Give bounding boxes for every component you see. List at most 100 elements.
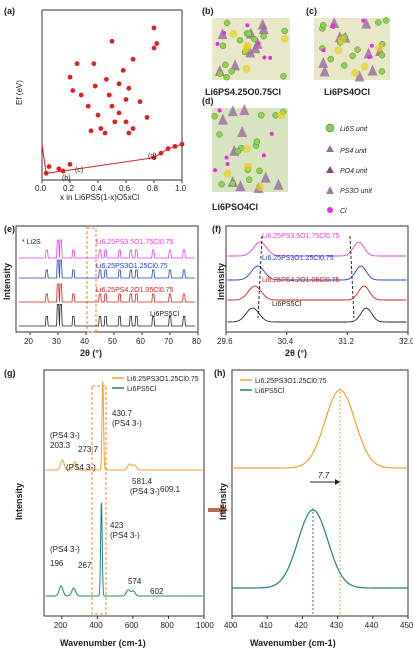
h-series-line — [232, 389, 409, 469]
g-peak-label-bottom: 602 — [150, 587, 164, 596]
legend-li6s: Li6S unit — [340, 126, 368, 133]
g-ps4-label: (PS4 3-) — [112, 419, 142, 428]
a-data-point — [95, 112, 101, 118]
s-atom — [280, 34, 289, 43]
s-atom — [351, 69, 360, 78]
e-series-label: Li6.25PS4.2O1.05Cl0.75 — [96, 287, 174, 294]
h-tick-label: 400 — [224, 621, 238, 630]
cl-atom — [222, 30, 227, 35]
h-ylabel: Intensity — [218, 483, 228, 520]
li-atom — [223, 19, 231, 27]
g-peak-label-top: 273.7 — [78, 445, 99, 454]
a-annot-d: (d) — [148, 153, 157, 160]
a-annot-b: (b) — [62, 175, 71, 182]
a-tick-label: 0.6 — [119, 184, 131, 193]
a-data-point — [43, 170, 49, 176]
g-tick-label: 400 — [89, 621, 103, 630]
e-tick-label: 20 — [24, 337, 33, 346]
e-series-line — [18, 259, 196, 279]
a-ylabel: Ef (eV) — [15, 80, 24, 105]
a-data-point — [60, 168, 66, 174]
li-atom — [354, 46, 361, 53]
a-data-point — [158, 150, 164, 156]
a-data-point — [137, 99, 143, 105]
g-legend-label: Li6.25PS3O1.25Cl0.75 — [127, 376, 199, 383]
a-data-point — [46, 164, 52, 169]
a-data-point — [144, 114, 150, 120]
f-tick-label: 32.0 — [399, 337, 413, 346]
f-series-line — [227, 285, 407, 301]
cl-atom — [224, 155, 229, 160]
cl-atom — [321, 48, 326, 53]
h-legend-label: Li6PS5Cl — [255, 388, 285, 395]
g-ps4-label: (PS4 3-) — [66, 463, 96, 472]
e-xlabel: 2θ (°) — [80, 348, 102, 358]
li-atom — [320, 21, 327, 29]
a-x-ticks: 0.0 0.2 0.4 0.6 0.8 1.0 — [35, 180, 187, 193]
ps4-tetrahedron — [354, 70, 365, 82]
s-atom — [223, 169, 232, 178]
g-tick-label: 800 — [160, 621, 174, 630]
cl-atom — [361, 18, 366, 23]
li-atom — [349, 52, 356, 60]
a-data-point — [70, 88, 76, 93]
h-tick-label: 430 — [330, 621, 344, 630]
struct-b-label: Li6PS4.25O0.75Cl — [205, 87, 281, 97]
cl-atom — [331, 24, 336, 29]
s-atom — [277, 111, 286, 120]
g-peak-label-bottom: 267 — [78, 561, 92, 570]
h-legend: Li6.25PS3O1.25Cl0.75 Li6PS5Cl — [240, 378, 327, 395]
li-atom — [378, 51, 386, 59]
a-data-point — [123, 119, 129, 125]
g-peak-label-top: 609.1 — [160, 485, 181, 494]
f-series-line — [227, 265, 407, 281]
cl-atom — [217, 108, 222, 113]
a-tick-label: 0.2 — [63, 184, 75, 193]
f-series-labels: Li6.25PS3.5O1.75Cl0.75 Li6.25PS3O1.25Cl0.… — [262, 233, 340, 308]
cl-icon — [327, 207, 333, 213]
ps4-tetrahedron — [319, 65, 330, 77]
li-atom — [218, 180, 225, 188]
ps4-tetrahedron — [217, 113, 228, 125]
e-li2s-marker: * Li2S — [22, 239, 41, 246]
e-series-label: Li6.25PS3.5O1.75Cl0.75 — [96, 239, 174, 246]
a-data-point — [130, 56, 136, 62]
f-tick-label: 29.6 — [217, 337, 233, 346]
cl-atom — [262, 55, 267, 60]
s-atom — [360, 62, 369, 71]
h-arrow-head-icon — [335, 479, 340, 485]
cl-atom — [261, 153, 266, 158]
a-data-point — [85, 103, 91, 109]
a-tick-label: 0.8 — [147, 184, 159, 193]
g-peak-label-top: 430.7 — [112, 409, 133, 418]
cl-atom — [369, 43, 374, 48]
li-atom — [245, 30, 253, 37]
a-data-point — [104, 76, 109, 82]
f-series-label: Li6.25PS3.5O1.75Cl0.75 — [262, 233, 340, 240]
h-xlabel: Wavenumber (cm-1) — [250, 638, 336, 648]
li-atom — [341, 62, 348, 69]
s-atom — [243, 41, 252, 50]
a-data-point — [112, 119, 118, 125]
s-atom — [242, 144, 251, 153]
g-ps4-label: (PS4 3-) — [130, 487, 160, 496]
f-ylabel: Intensity — [216, 263, 226, 300]
cl-atom — [367, 55, 372, 60]
legend-ps3o: PS3O unit — [340, 188, 373, 195]
g-ps4-label: (PS4 3-) — [50, 431, 80, 440]
panel-label-b: (b) — [202, 6, 214, 16]
a-tick-label: 1.0 — [175, 184, 187, 193]
structure-d-image — [211, 104, 288, 193]
legend-ps4: PS4 unit — [340, 148, 368, 155]
ps4-tetrahedron — [367, 64, 378, 76]
f-series-label: Li6.25PS3O1.25Cl0.75 — [262, 255, 334, 262]
g-to-h-arrow-icon — [208, 504, 228, 516]
g-x-ticks: 200 400 600 800 1000 — [54, 616, 214, 630]
e-tick-label: 40 — [80, 337, 89, 346]
g-ylabel: Intensity — [14, 483, 24, 520]
f-frame — [225, 225, 409, 333]
li-atom — [280, 73, 287, 80]
li-atom — [229, 180, 236, 187]
e-series-label: Li6.25PS3O1.25Cl0.75 — [96, 263, 168, 270]
a-data-point — [56, 166, 62, 172]
